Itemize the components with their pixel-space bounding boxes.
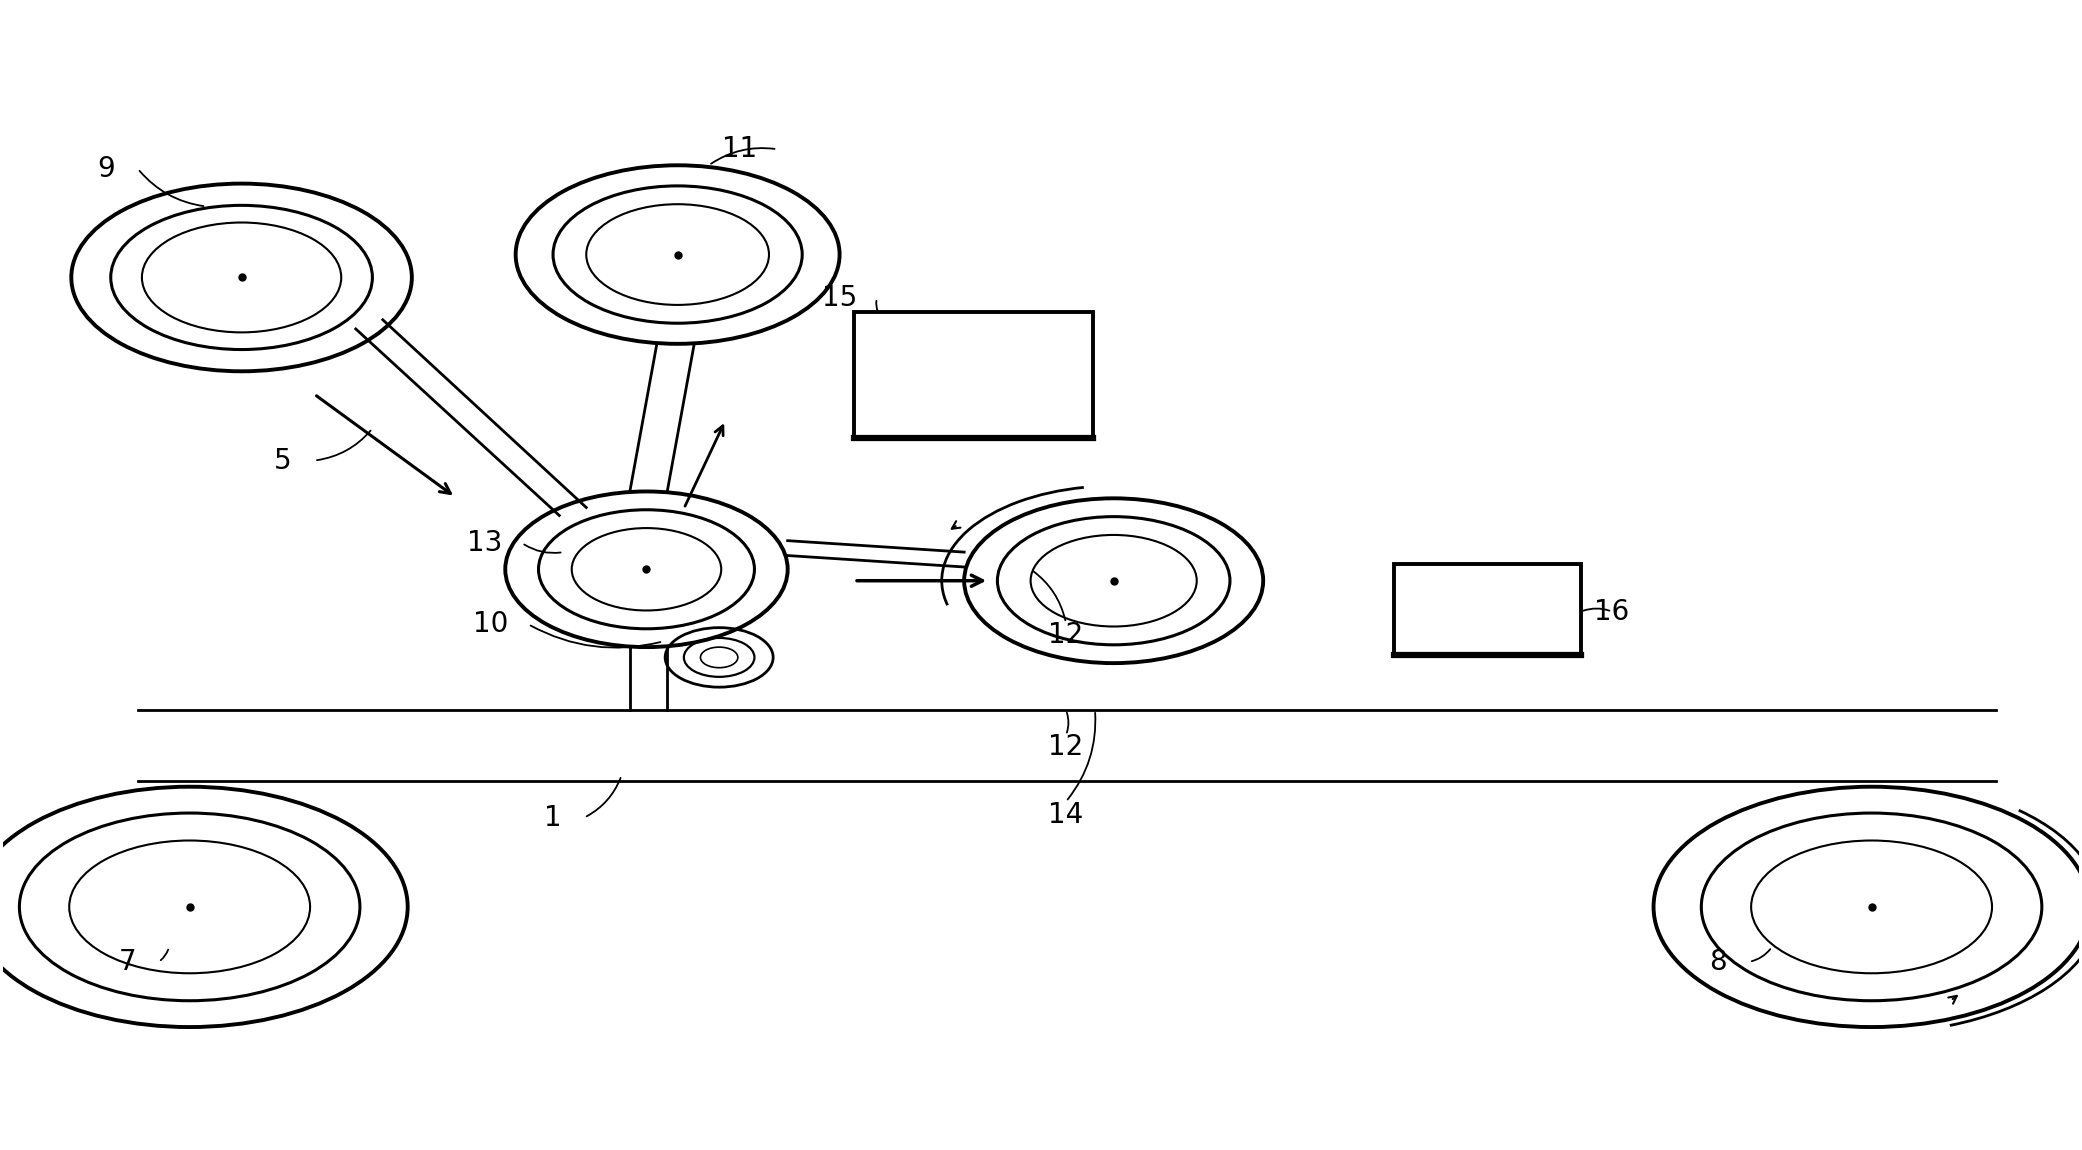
Bar <box>854 312 1093 438</box>
Text: 10: 10 <box>473 611 508 638</box>
Text: 5: 5 <box>275 446 291 475</box>
Text: 9: 9 <box>98 155 115 183</box>
Bar <box>1395 564 1580 656</box>
Text: 1: 1 <box>543 804 562 831</box>
Text: 15: 15 <box>822 284 858 312</box>
Text: 12: 12 <box>1049 621 1083 649</box>
Text: 8: 8 <box>1709 948 1726 976</box>
Text: 11: 11 <box>722 136 758 163</box>
Text: 16: 16 <box>1595 598 1630 626</box>
Text: 13: 13 <box>466 529 502 557</box>
Text: 7: 7 <box>119 948 135 976</box>
Text: 12: 12 <box>1049 733 1083 760</box>
Text: 14: 14 <box>1049 802 1083 829</box>
